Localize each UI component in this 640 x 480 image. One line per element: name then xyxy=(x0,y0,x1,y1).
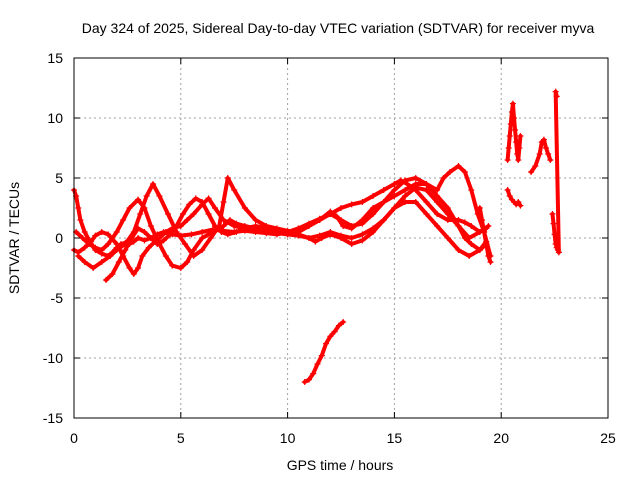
y-tick-label: -15 xyxy=(43,410,63,426)
series-band-track-e xyxy=(104,164,493,282)
x-tick-label: 25 xyxy=(600,430,616,446)
series-track-e xyxy=(103,163,494,283)
series-band-track-f xyxy=(302,320,346,384)
series-band-track-d xyxy=(76,176,491,270)
y-tick-label: -5 xyxy=(51,290,64,306)
data-points xyxy=(71,88,562,385)
series-track-k xyxy=(549,88,562,256)
series-track-g xyxy=(476,205,494,265)
series-track-j xyxy=(528,136,554,175)
x-tick-label: 20 xyxy=(493,430,509,446)
x-tick-label: 15 xyxy=(387,430,403,446)
y-tick-label: 15 xyxy=(47,50,63,66)
y-tick-label: 10 xyxy=(47,110,63,126)
series-band-track-h xyxy=(505,188,523,208)
x-tick-label: 0 xyxy=(70,430,78,446)
x-tick-label: 5 xyxy=(177,430,185,446)
series-track-f xyxy=(301,319,347,385)
series-track-d xyxy=(75,175,492,271)
y-tick-label: -10 xyxy=(43,350,63,366)
x-tick-label: 10 xyxy=(280,430,296,446)
series-band-track-g xyxy=(477,206,493,264)
x-axis-label: GPS time / hours xyxy=(287,457,394,473)
y-tick-label: 0 xyxy=(55,230,63,246)
y-tick-label: 5 xyxy=(55,170,63,186)
series-band-track-i xyxy=(505,101,523,162)
series-band-track-k xyxy=(550,89,561,255)
series-band-track-b xyxy=(72,185,489,276)
y-axis-label: SDTVAR / TECUs xyxy=(6,182,22,294)
series-band-track-a xyxy=(72,178,489,258)
x-axis-ticks: 0 5 10 15 20 25 xyxy=(70,58,616,446)
series-track-h xyxy=(504,187,524,209)
series-track-i xyxy=(504,100,524,163)
chart-title: Day 324 of 2025, Sidereal Day-to-day VTE… xyxy=(82,20,595,36)
series-band-track-j xyxy=(529,137,553,174)
y-axis-ticks: -15 -10 -5 0 5 10 15 xyxy=(43,50,608,426)
